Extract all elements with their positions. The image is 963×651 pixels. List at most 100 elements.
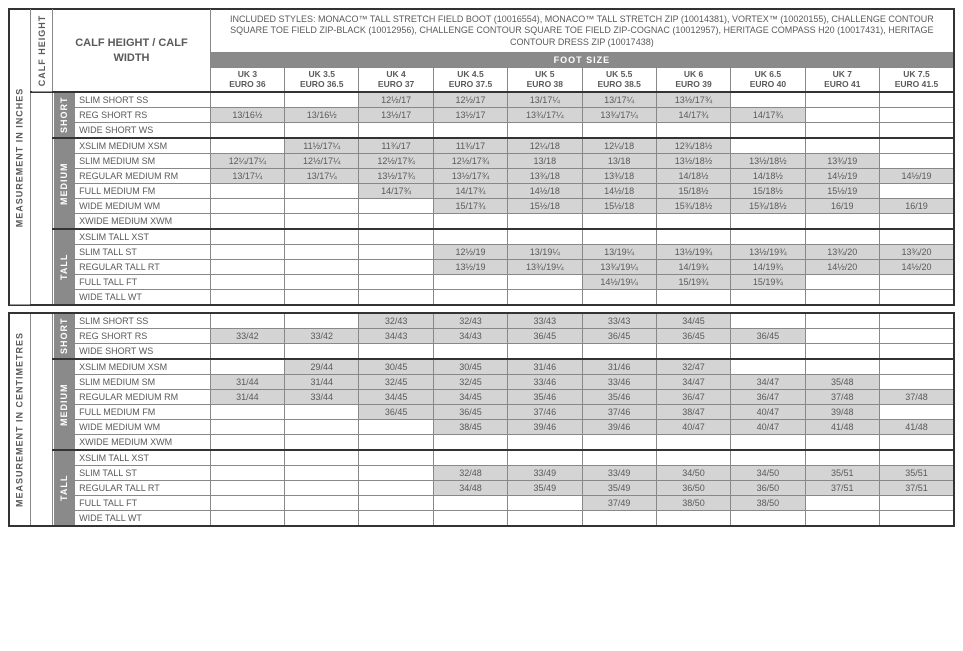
cell: 30/45 <box>433 359 507 375</box>
cell: 13¾/19¼ <box>508 260 582 275</box>
cell <box>433 275 507 290</box>
cell: 33/42 <box>210 329 284 344</box>
cell <box>656 435 730 451</box>
spacer-col <box>31 313 53 526</box>
cell <box>879 313 954 329</box>
col-head-0: UK 3EURO 36 <box>210 67 284 92</box>
col-head-5: UK 5.5EURO 38.5 <box>582 67 656 92</box>
cell <box>433 229 507 245</box>
cell: 15½/19 <box>805 184 879 199</box>
cell: 36/45 <box>582 329 656 344</box>
cell <box>656 214 730 230</box>
row-label: XSLIM TALL XST <box>75 229 211 245</box>
row-label: SLIM MEDIUM SM <box>75 154 211 169</box>
cell <box>508 450 582 466</box>
size-table: MEASUREMENT IN INCHESCALF HEIGHTCALF HEI… <box>8 8 955 527</box>
cell <box>210 511 284 527</box>
cell: 13¾/17¼ <box>582 108 656 123</box>
cell <box>285 245 359 260</box>
cell <box>508 435 582 451</box>
cell: 32/48 <box>433 466 507 481</box>
cell <box>210 92 284 108</box>
cell <box>508 344 582 360</box>
cell <box>879 405 954 420</box>
cell: 36/45 <box>433 405 507 420</box>
cell: 35/46 <box>508 390 582 405</box>
cell <box>656 344 730 360</box>
cell <box>210 260 284 275</box>
unit-label-cm: MEASUREMENT IN CENTIMETRES <box>9 313 31 526</box>
cell: 40/47 <box>731 405 805 420</box>
cell: 13/17¼ <box>582 92 656 108</box>
cell: 13¾/17¼ <box>508 108 582 123</box>
cell: 39/46 <box>508 420 582 435</box>
cell <box>731 511 805 527</box>
cell <box>285 260 359 275</box>
cell <box>731 92 805 108</box>
cell: 13¾/18 <box>582 169 656 184</box>
cell <box>359 260 433 275</box>
cell: 41/48 <box>805 420 879 435</box>
cell: 33/46 <box>582 375 656 390</box>
group-medium: MEDIUM <box>53 359 75 450</box>
cell <box>879 329 954 344</box>
cell: 13/16½ <box>285 108 359 123</box>
cell: 13¾/19 <box>805 154 879 169</box>
cell: 35/49 <box>582 481 656 496</box>
cell: 16/19 <box>805 199 879 214</box>
cell <box>359 275 433 290</box>
row-label: REGULAR MEDIUM RM <box>75 169 211 184</box>
cell: 13½/19¾ <box>731 245 805 260</box>
cell: 35/48 <box>805 375 879 390</box>
cell: 15¾/18½ <box>731 199 805 214</box>
cell: 34/43 <box>433 329 507 344</box>
cell: 37/51 <box>879 481 954 496</box>
cell <box>582 435 656 451</box>
cell <box>879 511 954 527</box>
cell: 36/50 <box>731 481 805 496</box>
cell <box>656 290 730 306</box>
cell: 13¾/19¼ <box>582 260 656 275</box>
cell <box>359 229 433 245</box>
row-label: SLIM TALL ST <box>75 466 211 481</box>
cell: 39/48 <box>805 405 879 420</box>
cell <box>359 450 433 466</box>
spacer-col <box>31 92 53 305</box>
group-medium: MEDIUM <box>53 138 75 229</box>
cell: 34/48 <box>433 481 507 496</box>
cell: 37/46 <box>508 405 582 420</box>
cell: 31/44 <box>210 390 284 405</box>
cell: 15/18½ <box>656 184 730 199</box>
cell <box>879 138 954 154</box>
cell: 15¾/18½ <box>656 199 730 214</box>
row-label: FULL MEDIUM FM <box>75 184 211 199</box>
cell <box>210 275 284 290</box>
cell <box>359 435 433 451</box>
cell: 13½/17¾ <box>656 92 730 108</box>
cell <box>805 123 879 139</box>
cell: 12½/17¾ <box>433 154 507 169</box>
row-label: XWIDE MEDIUM XWM <box>75 435 211 451</box>
cell: 37/49 <box>582 496 656 511</box>
cell: 41/48 <box>879 420 954 435</box>
row-label: SLIM TALL ST <box>75 245 211 260</box>
cell: 37/48 <box>879 390 954 405</box>
cell: 31/46 <box>508 359 582 375</box>
cell <box>582 290 656 306</box>
cell: 14½/20 <box>879 260 954 275</box>
cell: 37/51 <box>805 481 879 496</box>
cell <box>359 123 433 139</box>
cell: 32/45 <box>359 375 433 390</box>
cell: 36/47 <box>731 390 805 405</box>
row-label: FULL TALL FT <box>75 496 211 511</box>
cell: 12¼/18 <box>508 138 582 154</box>
cell: 33/42 <box>285 329 359 344</box>
cell: 13/18 <box>508 154 582 169</box>
cell <box>359 214 433 230</box>
cell <box>285 405 359 420</box>
cell <box>210 450 284 466</box>
cell <box>433 344 507 360</box>
cell <box>805 138 879 154</box>
cell: 14/19¾ <box>731 260 805 275</box>
cell <box>805 359 879 375</box>
